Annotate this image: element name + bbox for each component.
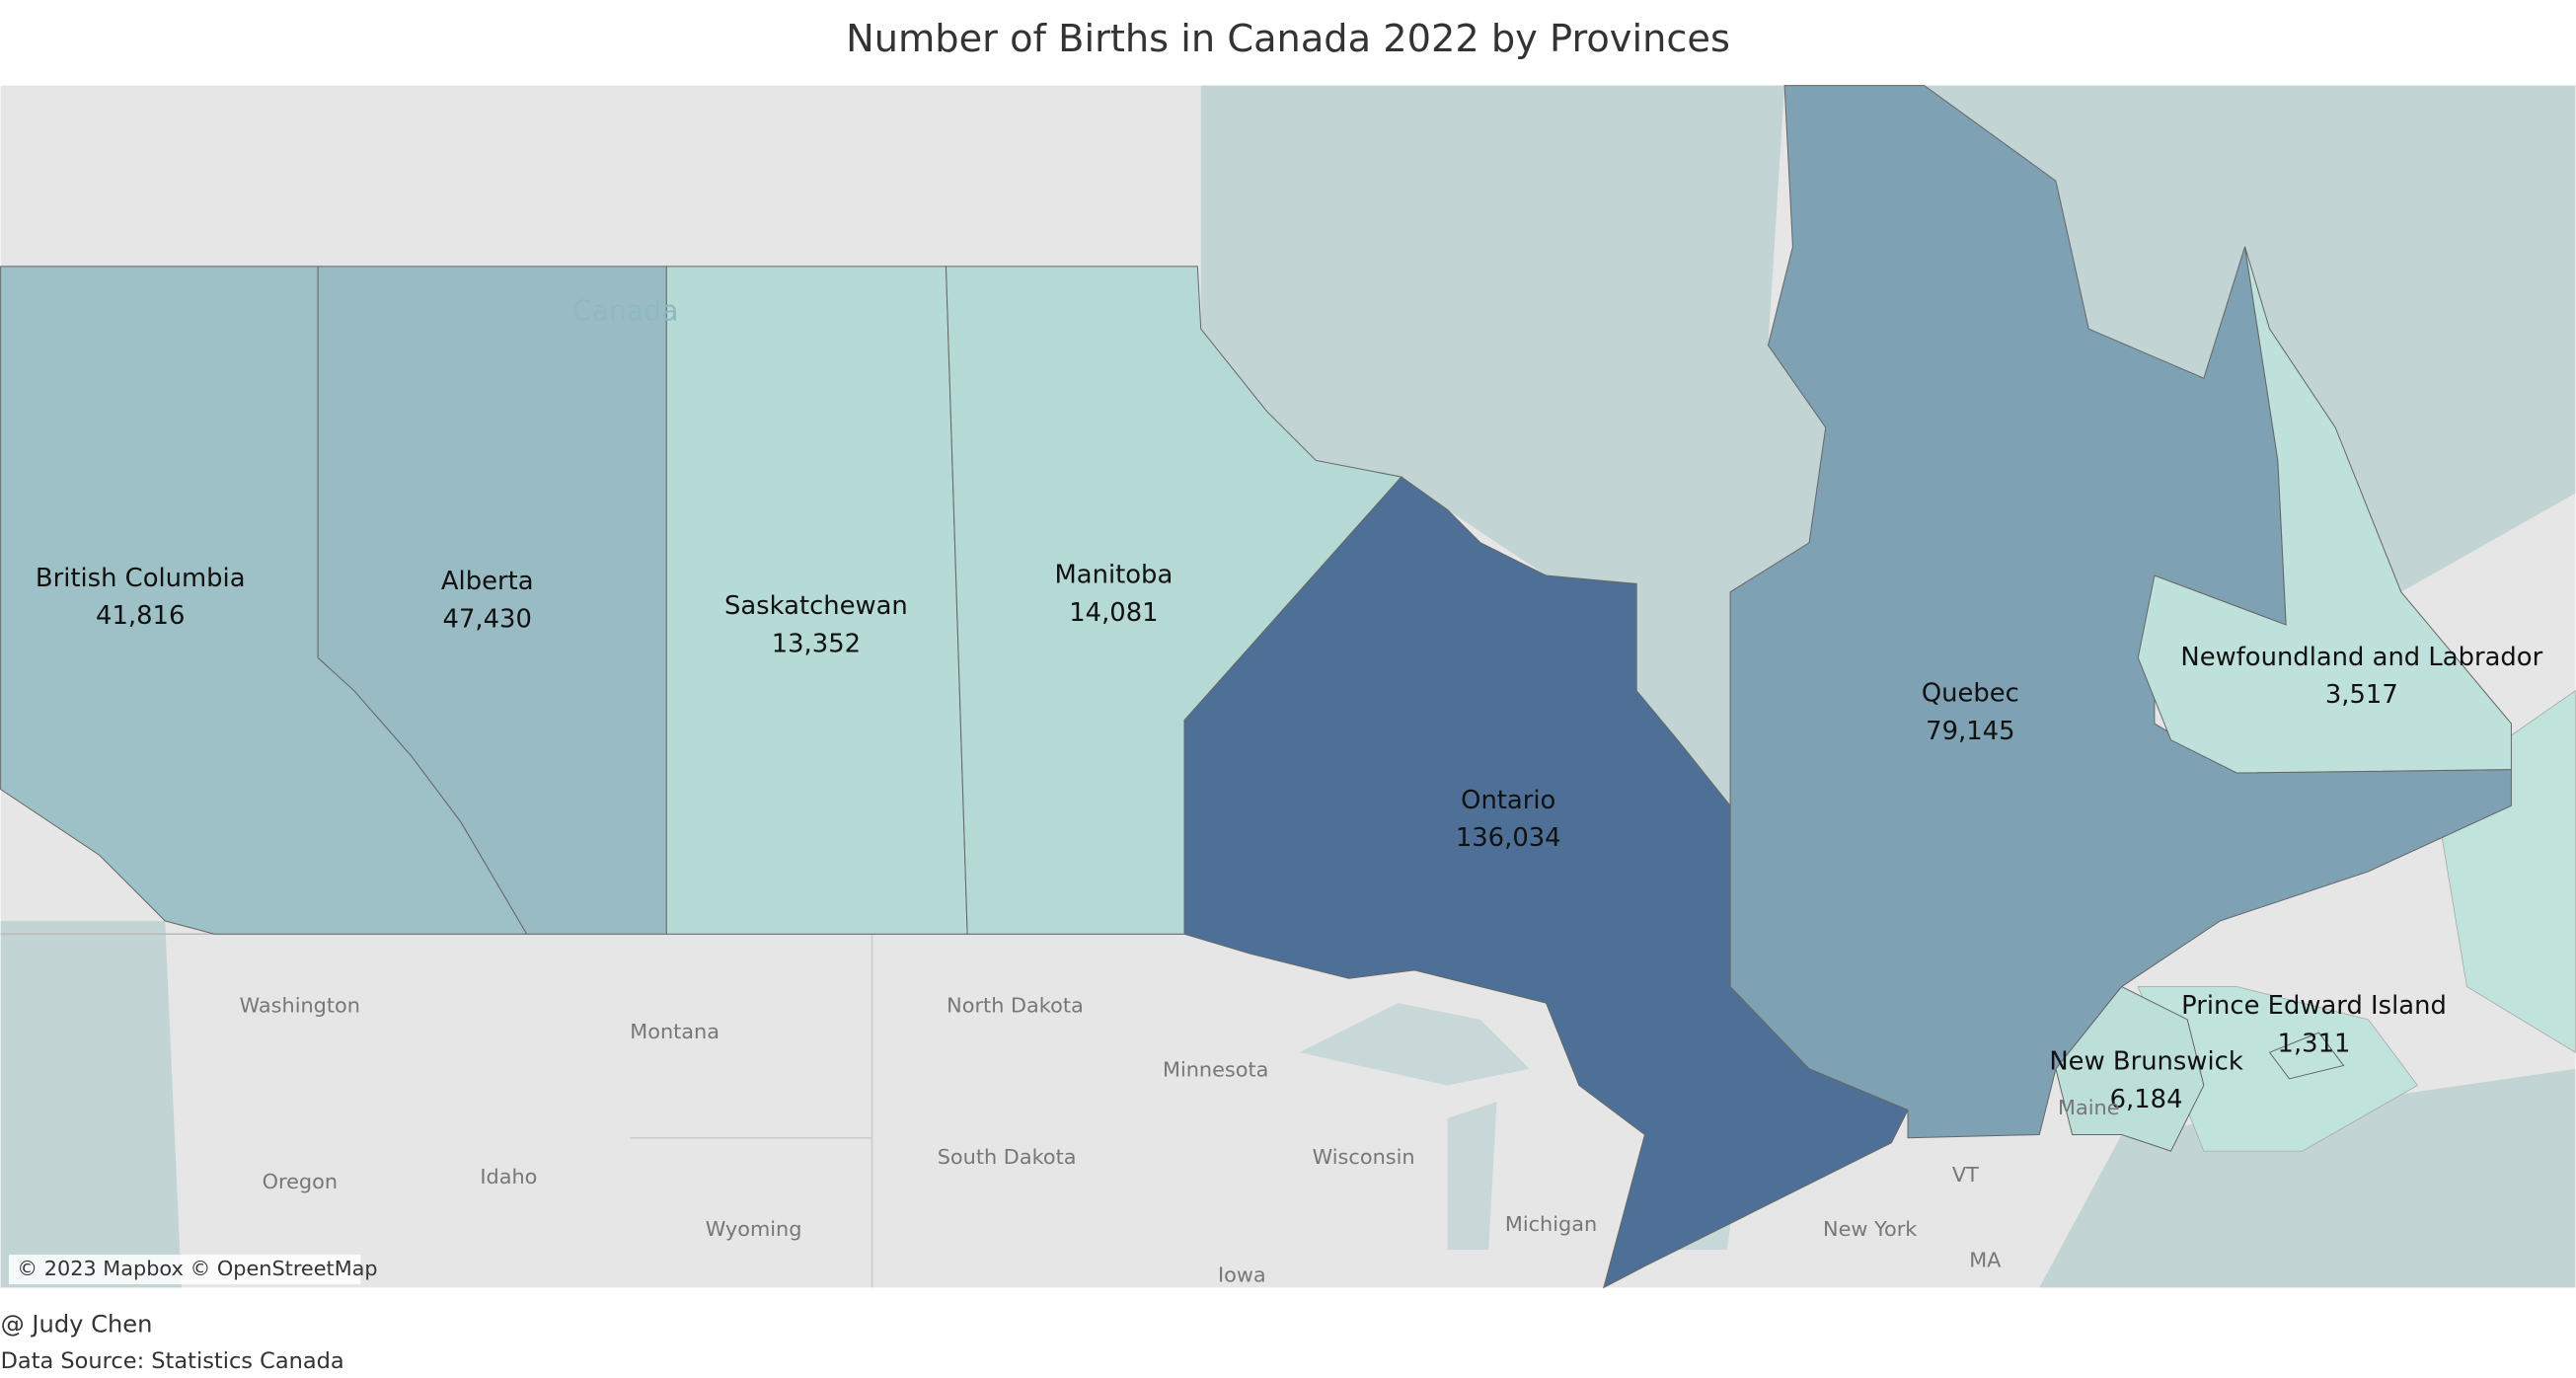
province-name: Quebec [1922,678,2019,708]
labrador-sea [1924,85,2576,592]
base-map-label: Wisconsin [1313,1145,1415,1169]
province-value: 3,517 [2325,680,2398,710]
atlantic [2039,1068,2576,1288]
source: Data Source: Statistics Canada [1,1348,344,1374]
author: @ Judy Chen [1,1311,153,1339]
base-map-label: VT [1952,1163,1979,1187]
attribution: © 2023 Mapbox © OpenStreetMap [17,1257,377,1280]
province-name: New Brunswick [2049,1047,2242,1077]
province-value: 41,816 [96,601,185,631]
province-value: 13,352 [772,630,861,659]
province-value: 14,081 [1069,598,1158,628]
base-map-label: Washington [240,994,360,1018]
province [1729,85,2512,1139]
base-map-label: Iowa [1218,1263,1266,1287]
great-lakes [1299,1003,1744,1251]
base-map-label: Idaho [480,1165,537,1188]
province-name: British Columbia [36,564,246,593]
province-value: 1,311 [2278,1029,2351,1058]
base-map-label: MA [1969,1249,2002,1272]
base-map-label: Wyoming [706,1217,802,1241]
base-map-label: South Dakota [938,1145,1077,1169]
pacific [0,920,182,1288]
province-name: Newfoundland and Labrador [2180,643,2542,672]
province-name: Ontario [1461,786,1555,815]
province-name: Manitoba [1055,561,1174,590]
province [2055,985,2205,1152]
title: Number of Births in Canada 2022 by Provi… [846,17,1730,61]
base-map-label: Montana [630,1020,720,1043]
province [945,266,1402,935]
base-map-label: Michigan [1505,1212,1597,1236]
province-name: Alberta [441,567,534,596]
base-map-label: North Dakota [947,994,1084,1018]
province [1183,476,1909,1289]
province [2137,246,2512,774]
base-map-label: Oregon [263,1170,338,1193]
hudson-bay [1200,85,1826,806]
province-name: Saskatchewan [724,591,908,621]
base-map-label: Canada [572,295,679,328]
base-map-label: New York [1823,1217,1917,1241]
base-map-label: Minnesota [1163,1057,1268,1081]
province-value: 79,145 [1926,717,2014,746]
province-value: 47,430 [443,605,532,635]
labels: British Columbia 41,816 Alberta 47,430 Saska… [36,295,2543,1287]
province-value: 6,184 [2110,1085,2183,1114]
provinces [0,85,2512,1289]
province [2268,1032,2345,1080]
province-name: Prince Edward Island [2181,991,2447,1021]
province-value: 136,034 [1456,823,1561,853]
attribution-box [8,1255,361,1285]
base-map-label: Maine [2058,1096,2120,1119]
